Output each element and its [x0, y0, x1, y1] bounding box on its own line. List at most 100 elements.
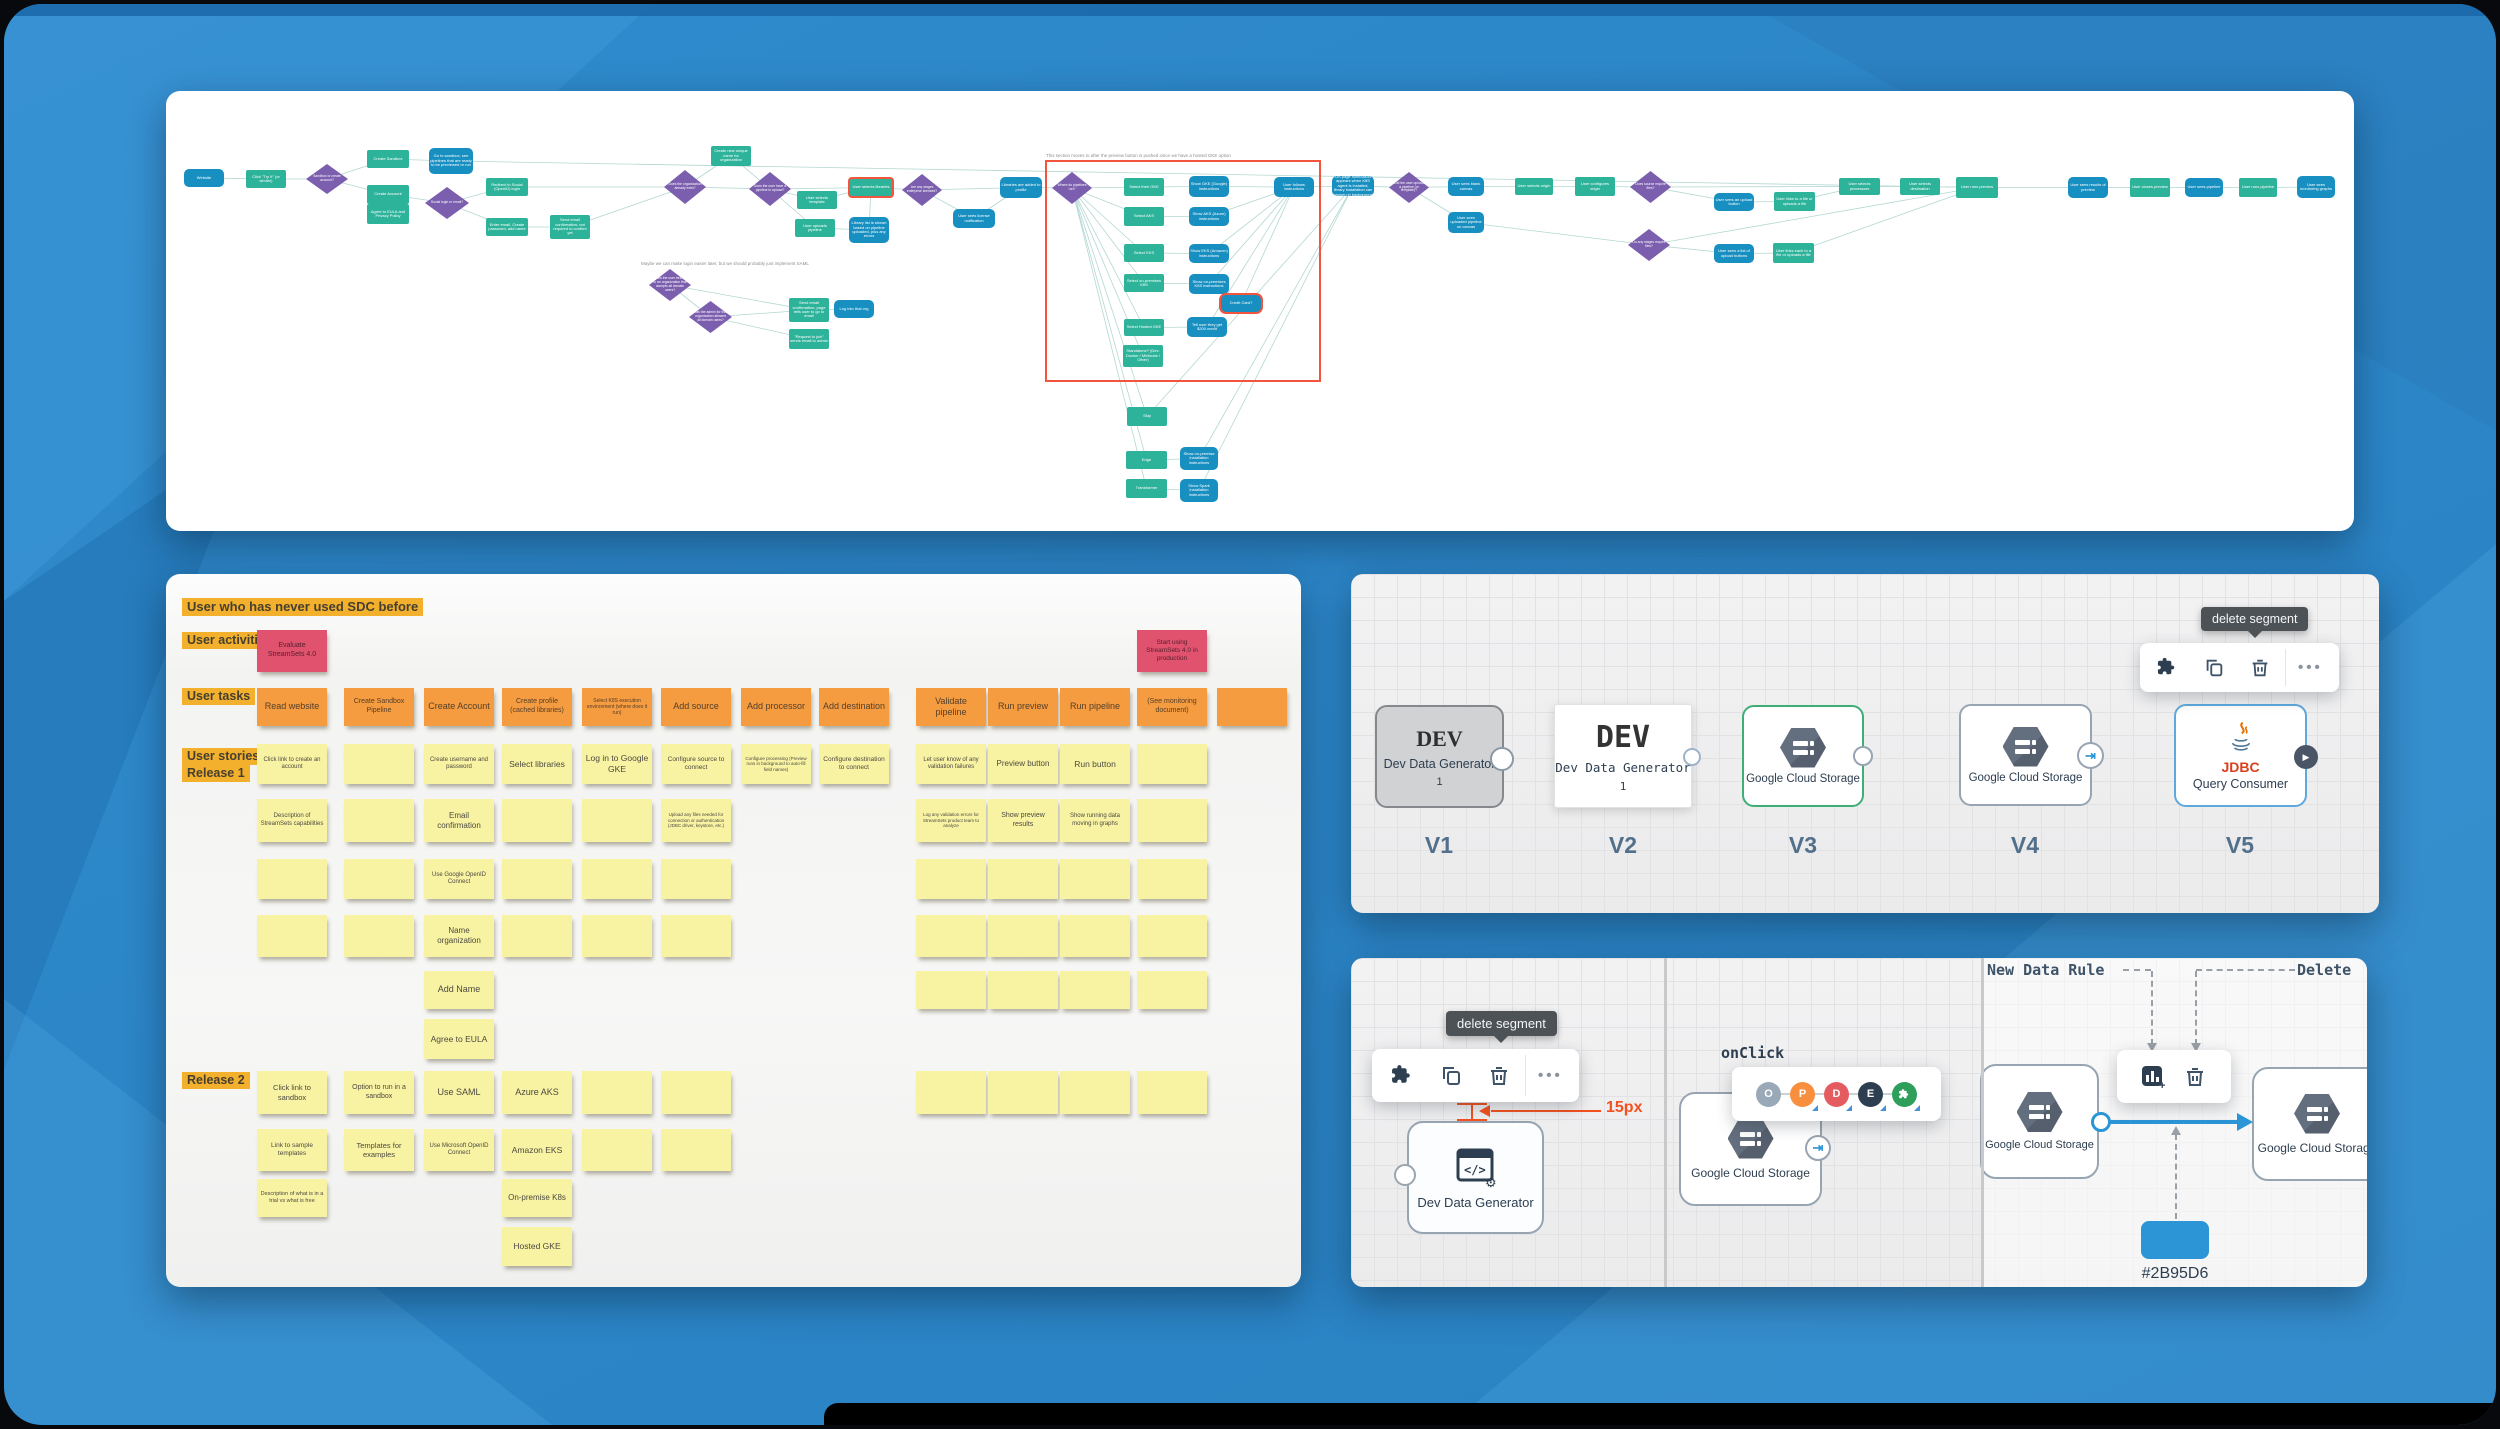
flow-node[interactable]: Enter email, Create password, add name: [486, 218, 528, 236]
sticky-note[interactable]: [344, 799, 414, 842]
flow-node[interactable]: Select on-premises K8S: [1124, 274, 1164, 292]
flow-node[interactable]: Create Account: [367, 185, 409, 204]
sticky-note[interactable]: Select K8S execution environment (where …: [582, 688, 652, 726]
sticky-note[interactable]: [344, 915, 414, 957]
sticky-note[interactable]: Configure processing (Preview runs in ba…: [741, 744, 811, 784]
sticky-note[interactable]: [1060, 915, 1130, 957]
sticky-note[interactable]: [344, 744, 414, 784]
sticky-note[interactable]: [582, 859, 652, 899]
sticky-note[interactable]: Add destination: [819, 688, 889, 726]
sticky-note[interactable]: On-premise K8s: [502, 1179, 572, 1217]
flow-node[interactable]: Create Sandbox: [367, 150, 409, 168]
stage-circle-executor[interactable]: [1892, 1081, 1920, 1111]
sticky-note[interactable]: [257, 915, 327, 957]
sticky-note[interactable]: Click link to sandbox: [257, 1071, 327, 1114]
flow-node[interactable]: "Request to join" sends email to admin: [789, 329, 829, 349]
sticky-note[interactable]: [916, 971, 986, 1009]
output-port[interactable]: ▶: [2294, 745, 2318, 769]
flow-node[interactable]: Send email confirmation, not required to…: [550, 215, 590, 239]
sticky-note[interactable]: Agree to EULA: [424, 1019, 494, 1059]
sticky-note[interactable]: Use Google OpenID Connect: [424, 859, 494, 899]
sticky-note[interactable]: Show preview results: [988, 799, 1058, 842]
sticky-note[interactable]: Configure source to connect: [661, 744, 731, 784]
sticky-note[interactable]: [1060, 971, 1130, 1009]
flow-node[interactable]: User sees blank canvas: [1448, 177, 1484, 196]
sticky-note[interactable]: Create Sandbox Pipeline: [344, 688, 414, 726]
flow-node[interactable]: Select their GKE: [1124, 178, 1164, 196]
sticky-note[interactable]: [661, 915, 731, 957]
trash-icon[interactable]: [2237, 657, 2283, 679]
flow-node[interactable]: User sees uploaded pipeline on canvas: [1448, 212, 1484, 233]
flow-node[interactable]: Website: [184, 169, 224, 187]
flow-node[interactable]: User sees an upload button: [1714, 193, 1754, 211]
flow-node[interactable]: Select Hosted GKE: [1124, 319, 1164, 336]
story-row-label[interactable]: User who has never used SDC before: [182, 598, 424, 616]
flow-node[interactable]: Transformer: [1126, 479, 1167, 498]
flow-node[interactable]: User runs pipeline: [2239, 178, 2277, 197]
flow-node[interactable]: User closes preview: [2130, 178, 2170, 197]
sticky-note[interactable]: Start using StreamSets 4.0 in production: [1137, 630, 1207, 672]
sticky-note[interactable]: Add Name: [424, 971, 494, 1009]
flow-node[interactable]: User selects libraries: [850, 179, 892, 196]
sticky-note[interactable]: (See monitoring document): [1137, 688, 1207, 726]
sticky-note[interactable]: [582, 915, 652, 957]
segment-line[interactable]: [2108, 1120, 2241, 1124]
sticky-note[interactable]: Run preview: [988, 688, 1058, 726]
sticky-note[interactable]: [1137, 915, 1207, 957]
story-row-label[interactable]: User stories: [182, 748, 265, 765]
sticky-note[interactable]: [1137, 859, 1207, 899]
flow-node[interactable]: User follows instructions: [1274, 177, 1314, 197]
sticky-note[interactable]: Select libraries: [502, 744, 572, 784]
input-port[interactable]: [1394, 1164, 1416, 1186]
flow-node[interactable]: Show on-premises K8S instructions: [1189, 274, 1229, 294]
flow-node[interactable]: User sees license notification: [953, 209, 995, 228]
story-row-label[interactable]: User tasks: [182, 688, 256, 705]
sticky-note[interactable]: [916, 915, 986, 957]
sticky-note[interactable]: [582, 1129, 652, 1171]
sticky-note[interactable]: Name organization: [424, 915, 494, 957]
sticky-note[interactable]: Create profile (cached libraries): [502, 688, 572, 726]
sticky-note[interactable]: Show running data moving in graphs: [1060, 799, 1130, 842]
sticky-note[interactable]: [1137, 799, 1207, 842]
sticky-note[interactable]: [661, 1129, 731, 1171]
flow-node[interactable]: User selects processors: [1839, 178, 1880, 195]
flow-node[interactable]: Show Spark installation instructions: [1180, 479, 1218, 502]
sticky-note[interactable]: [988, 971, 1058, 1009]
flow-node[interactable]: User selects destination: [1900, 178, 1940, 195]
flow-node[interactable]: Show AKS (Azure) instructions: [1189, 207, 1229, 226]
output-port[interactable]: ⇥: [1805, 1135, 1831, 1161]
sticky-note[interactable]: [1137, 971, 1207, 1009]
flow-node[interactable]: User sees pipeline: [2185, 178, 2223, 197]
sticky-note[interactable]: Templates for examples: [344, 1129, 414, 1171]
sticky-note[interactable]: Create Account: [424, 688, 494, 726]
add-data-rule-icon[interactable]: +: [2141, 1065, 2165, 1089]
sticky-note[interactable]: Run pipeline: [1060, 688, 1130, 726]
sticky-note[interactable]: [661, 1071, 731, 1114]
flow-node[interactable]: Standalone? (Dev: Docker / Minikube / Ot…: [1123, 345, 1163, 367]
flow-node[interactable]: Agree to EULA and Privacy Policy: [367, 204, 409, 224]
stage-card-v1[interactable]: DEV Dev Data Generator 1: [1375, 705, 1514, 808]
copy-icon[interactable]: [2191, 657, 2237, 679]
sticky-note[interactable]: Validate pipeline: [916, 688, 986, 726]
puzzle-icon[interactable]: [2140, 656, 2191, 679]
flow-node[interactable]: Go to sandbox, see pipelines that are re…: [429, 148, 473, 174]
flow-node[interactable]: User sees results of preview: [2068, 177, 2108, 198]
flow-node[interactable]: Show GKE (Google) instructions: [1189, 176, 1229, 197]
sticky-note[interactable]: [988, 859, 1058, 899]
flow-node[interactable]: User links to a file or uploads a file: [1774, 192, 1815, 211]
sticky-note[interactable]: [988, 915, 1058, 957]
flow-node[interactable]: Show EKS (Amazon) instructions: [1189, 244, 1229, 263]
stage-card-v5[interactable]: JDBC Query Consumer ▶: [2174, 704, 2318, 807]
sticky-note[interactable]: Link to sample templates: [257, 1129, 327, 1171]
sticky-note[interactable]: Option to run in a sandbox: [344, 1071, 414, 1114]
stage-card-v4[interactable]: Google Cloud Storage ⇥: [1959, 704, 2104, 806]
sticky-note[interactable]: [1217, 688, 1287, 726]
sticky-note[interactable]: Read website: [257, 688, 327, 726]
trash-icon[interactable]: [1475, 1064, 1523, 1088]
sticky-note[interactable]: [916, 859, 986, 899]
output-port[interactable]: ⇥: [2077, 742, 2104, 769]
output-port[interactable]: [1853, 746, 1873, 766]
flow-node[interactable]: Libraries are added to profile: [1000, 177, 1042, 198]
sticky-note[interactable]: [502, 799, 572, 842]
sticky-note[interactable]: [257, 859, 327, 899]
